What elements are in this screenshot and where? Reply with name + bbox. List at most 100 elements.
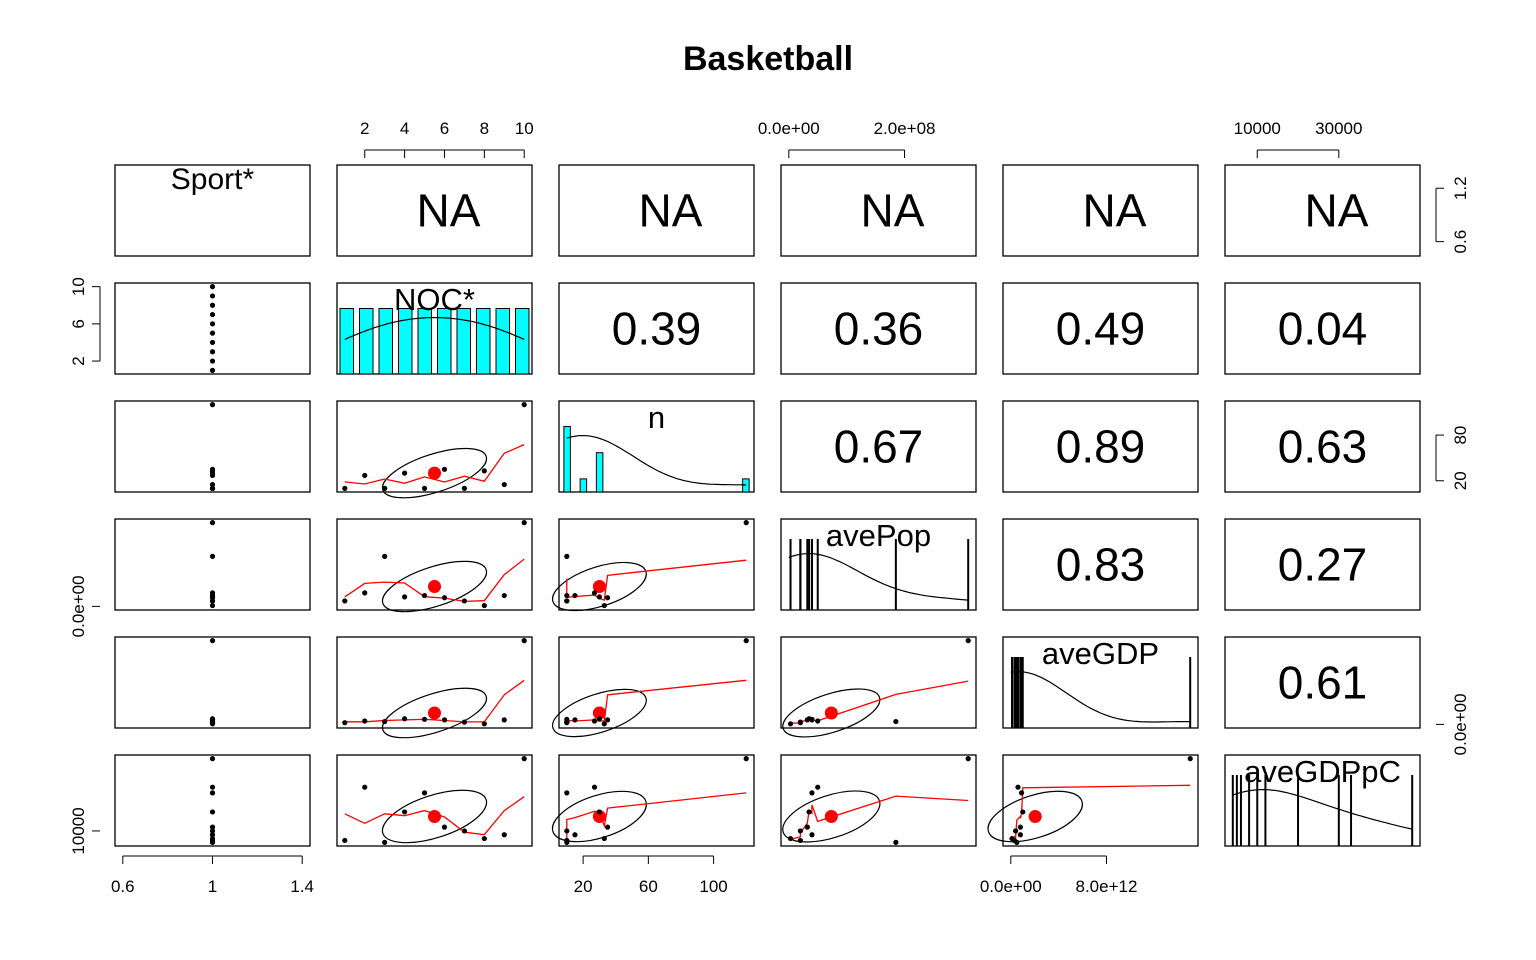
histogram-bar [339,307,354,375]
panel-r1-c1: NOC* [336,282,533,375]
correlation-label: 0.61 [1278,657,1368,709]
data-point [402,594,408,600]
correlation-label: NA [1083,185,1147,237]
data-point [209,835,216,842]
correlation-label: NA [639,185,703,237]
correlation-label: 0.67 [834,421,924,473]
data-point [342,720,348,726]
confidence-ellipse [551,688,647,738]
panel-r0-c1: NA [336,164,533,257]
correlation-label: 0.39 [612,303,702,355]
data-point [564,790,570,796]
panel-r3-c2 [551,518,755,612]
panel-frame [780,636,977,729]
data-point [501,481,507,488]
panel-r0-c5: NA [1224,164,1421,257]
data-point [342,598,348,604]
top-axis-tick-label: 4 [400,119,409,138]
data-point [1020,809,1026,815]
confidence-ellipse [381,560,488,613]
data-point [804,824,810,830]
panel-frame [558,164,755,257]
data-point [743,756,749,762]
variable-label: aveGDP [1042,636,1159,671]
density-curve [344,317,525,340]
data-point [604,595,611,601]
data-point [461,719,467,725]
panel-frame [558,518,755,611]
panel-frame [1224,282,1421,375]
data-point [209,809,216,815]
data-point [441,466,448,472]
data-point [1014,839,1020,845]
data-point [806,809,812,815]
smoother-line [1011,784,1191,840]
correlation-label: NA [861,185,925,237]
panel-r4-c1 [336,636,533,739]
correlation-label: 0.83 [1056,539,1146,591]
data-point [209,349,216,355]
panel-frame [1224,754,1421,847]
data-point [362,784,368,790]
histogram-bar [579,478,588,493]
panel-r5-c1 [336,754,533,847]
data-point [572,592,578,599]
panel-frame [558,400,755,493]
top-axis-tick-label: 2 [360,119,369,138]
data-point [209,339,216,346]
bottom-axis-tick-label: 1 [208,877,217,896]
data-point [209,468,216,474]
data-point [572,832,578,838]
data-point [564,598,570,604]
data-point [1015,784,1021,790]
histogram-bar [417,307,432,375]
data-point [421,790,428,796]
data-point [209,284,216,290]
data-point [591,718,598,724]
data-point [591,590,598,596]
panel-r2-c0 [114,400,311,493]
data-point [382,718,388,725]
panel-frame [114,282,311,375]
data-point [1012,828,1019,834]
panel-r4-c5: 0.61 [1224,636,1421,729]
variable-label: avePop [826,518,931,553]
data-point [382,839,388,845]
panel-frame [114,400,311,493]
data-point [209,367,216,373]
panel-frame [336,636,533,729]
correlation-label: 0.63 [1278,421,1368,473]
data-point [209,321,216,327]
variable-label: n [648,400,665,435]
data-point [481,468,487,474]
panel-r2-c2: n [558,400,755,493]
data-point [209,520,216,526]
data-point [209,402,216,408]
panel-frame [336,282,533,375]
data-point [564,828,570,834]
panel-r5-c0 [114,754,311,847]
data-point [209,756,216,762]
data-point [564,839,570,845]
correlation-label: 0.04 [1278,303,1368,355]
data-point [209,828,216,834]
smoother-line [566,792,747,842]
data-point [209,721,216,727]
histogram-bar [495,307,510,375]
data-point [209,638,216,644]
panel-frame [114,518,311,611]
data-point [209,485,216,491]
data-point [815,718,821,724]
data-point [209,602,216,609]
data-point [209,592,216,599]
data-point [893,839,899,845]
data-point [209,784,216,790]
bottom-axis-tick-label: 0.0e+00 [980,877,1042,896]
histogram-bar [476,307,491,375]
data-point [521,402,527,408]
panel-r4-c4: aveGDP [1002,636,1199,729]
panel-r2-c4: 0.89 [1002,400,1199,493]
data-point [461,485,467,491]
left-axis-tick-label: 6 [69,319,88,328]
